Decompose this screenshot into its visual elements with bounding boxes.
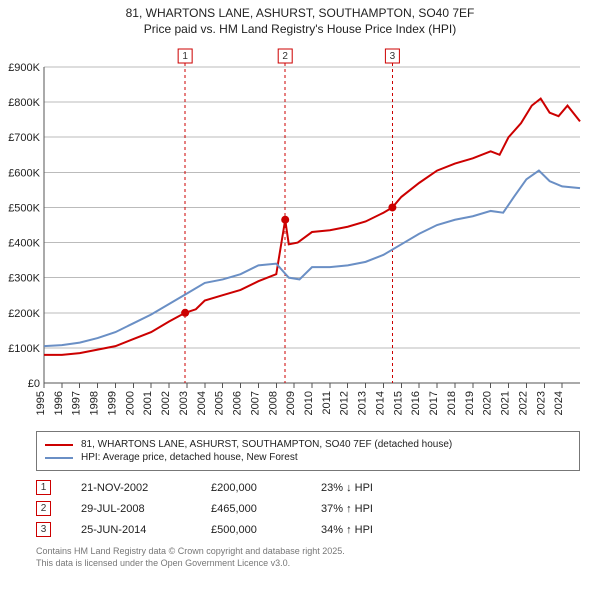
x-axis-label: 2002 bbox=[160, 391, 172, 415]
x-axis-label: 2019 bbox=[464, 391, 476, 415]
x-axis-label: 2021 bbox=[500, 391, 512, 415]
y-axis-label: £100K bbox=[8, 343, 40, 355]
x-axis-label: 2003 bbox=[178, 391, 190, 415]
event-marker-number: 2 bbox=[282, 51, 288, 62]
event-delta: 34% ↑ HPI bbox=[321, 524, 411, 536]
x-axis-label: 2006 bbox=[232, 391, 244, 415]
x-axis-label: 2018 bbox=[446, 391, 458, 415]
footer-line-1: Contains HM Land Registry data © Crown c… bbox=[36, 546, 580, 558]
y-axis-label: £500K bbox=[8, 203, 40, 215]
event-number-box: 2 bbox=[36, 501, 51, 516]
title-line-1: 81, WHARTONS LANE, ASHURST, SOUTHAMPTON,… bbox=[0, 6, 600, 22]
events-table-row: 1 21-NOV-2002 £200,000 23% ↓ HPI bbox=[36, 477, 580, 498]
x-axis-label: 2013 bbox=[357, 391, 369, 415]
x-axis-label: 2020 bbox=[482, 391, 494, 415]
event-point-dot bbox=[388, 204, 396, 212]
y-axis-label: £800K bbox=[8, 97, 40, 109]
legend-label: HPI: Average price, detached house, New … bbox=[81, 452, 298, 463]
x-axis-label: 2001 bbox=[142, 391, 154, 415]
event-number-box: 1 bbox=[36, 480, 51, 495]
x-axis-label: 2008 bbox=[267, 391, 279, 415]
y-axis-label: £400K bbox=[8, 238, 40, 250]
x-axis-label: 2024 bbox=[553, 391, 565, 415]
event-number-box: 3 bbox=[36, 522, 51, 537]
title-block: 81, WHARTONS LANE, ASHURST, SOUTHAMPTON,… bbox=[0, 0, 600, 39]
event-price: £500,000 bbox=[211, 524, 291, 536]
y-axis-label: £200K bbox=[8, 308, 40, 320]
chart-container: 81, WHARTONS LANE, ASHURST, SOUTHAMPTON,… bbox=[0, 0, 600, 590]
event-price: £465,000 bbox=[211, 503, 291, 515]
event-marker-number: 1 bbox=[182, 51, 188, 62]
x-axis-label: 2009 bbox=[285, 391, 297, 415]
x-axis-label: 1997 bbox=[71, 391, 83, 415]
x-axis-label: 2004 bbox=[196, 391, 208, 415]
x-axis-label: 2014 bbox=[374, 391, 386, 415]
x-axis-label: 2015 bbox=[392, 391, 404, 415]
y-axis-label: £900K bbox=[8, 62, 40, 74]
event-date: 25-JUN-2014 bbox=[81, 524, 181, 536]
event-delta: 37% ↑ HPI bbox=[321, 503, 411, 515]
x-axis-label: 2016 bbox=[410, 391, 422, 415]
events-table-row: 2 29-JUL-2008 £465,000 37% ↑ HPI bbox=[36, 498, 580, 519]
y-axis-label: £300K bbox=[8, 273, 40, 285]
event-delta: 23% ↓ HPI bbox=[321, 482, 411, 494]
footer-line-2: This data is licensed under the Open Gov… bbox=[36, 558, 580, 570]
x-axis-label: 2012 bbox=[339, 391, 351, 415]
x-axis-label: 2000 bbox=[124, 391, 136, 415]
series-hpi bbox=[44, 171, 580, 347]
event-date: 21-NOV-2002 bbox=[81, 482, 181, 494]
legend-label: 81, WHARTONS LANE, ASHURST, SOUTHAMPTON,… bbox=[81, 439, 452, 450]
event-date: 29-JUL-2008 bbox=[81, 503, 181, 515]
x-axis-label: 1998 bbox=[89, 391, 101, 415]
title-line-2: Price paid vs. HM Land Registry's House … bbox=[0, 22, 600, 38]
legend-swatch bbox=[45, 457, 73, 459]
x-axis-label: 2023 bbox=[535, 391, 547, 415]
y-axis-label: £600K bbox=[8, 168, 40, 180]
x-axis-label: 2017 bbox=[428, 391, 440, 415]
event-point-dot bbox=[181, 309, 189, 317]
x-axis-label: 2011 bbox=[321, 391, 333, 415]
footer-attribution: Contains HM Land Registry data © Crown c… bbox=[36, 546, 580, 569]
y-axis-label: £700K bbox=[8, 132, 40, 144]
legend-row: 81, WHARTONS LANE, ASHURST, SOUTHAMPTON,… bbox=[45, 438, 571, 451]
event-marker-number: 3 bbox=[390, 51, 396, 62]
y-axis-label: £0 bbox=[28, 378, 40, 390]
x-axis-label: 2022 bbox=[517, 391, 529, 415]
x-axis-label: 2007 bbox=[249, 391, 261, 415]
x-axis-label: 2005 bbox=[214, 391, 226, 415]
legend-row: HPI: Average price, detached house, New … bbox=[45, 451, 571, 464]
x-axis-label: 2010 bbox=[303, 391, 315, 415]
line-chart-svg: £0 £100K £200K £300K £400K £500K £600K £700K £80… bbox=[8, 39, 590, 427]
events-table: 1 21-NOV-2002 £200,000 23% ↓ HPI 2 29-JUL-200… bbox=[36, 477, 580, 540]
x-axis-label: 1999 bbox=[106, 391, 118, 415]
events-table-row: 3 25-JUN-2014 £500,000 34% ↑ HPI bbox=[36, 519, 580, 540]
legend-swatch bbox=[45, 444, 73, 446]
x-axis-label: 1996 bbox=[53, 391, 65, 415]
event-price: £200,000 bbox=[211, 482, 291, 494]
x-axis-label: 1995 bbox=[35, 391, 47, 415]
event-point-dot bbox=[281, 216, 289, 224]
chart-area: £0 £100K £200K £300K £400K £500K £600K £700K £80… bbox=[8, 39, 590, 427]
legend: 81, WHARTONS LANE, ASHURST, SOUTHAMPTON,… bbox=[36, 431, 580, 471]
